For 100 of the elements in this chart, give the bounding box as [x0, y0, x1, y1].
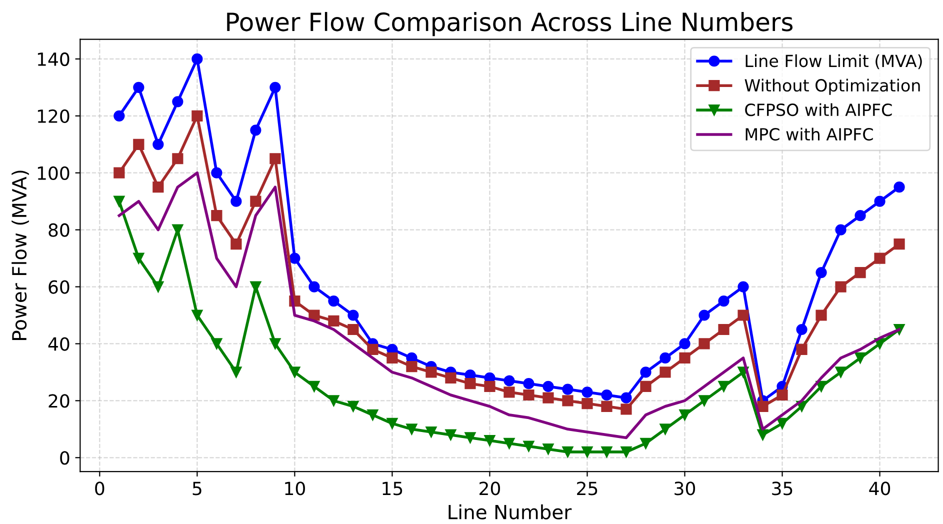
- x-tick-label: 20: [480, 482, 500, 496]
- point: [426, 426, 437, 438]
- point: [426, 366, 437, 378]
- x-tick-label: 15: [382, 482, 402, 496]
- point: [874, 196, 886, 207]
- point: [192, 310, 203, 321]
- point: [406, 360, 418, 372]
- point: [172, 153, 184, 164]
- point: [152, 281, 164, 292]
- point: [660, 424, 671, 435]
- point: [854, 352, 866, 364]
- point: [601, 446, 612, 458]
- point: [776, 389, 788, 401]
- point: [620, 392, 632, 404]
- point: [523, 378, 534, 390]
- legend-label: MPC with AIPFC: [746, 128, 873, 141]
- point: [348, 310, 359, 321]
- point: [874, 252, 886, 264]
- point: [757, 400, 768, 412]
- point: [270, 153, 281, 164]
- point: [328, 395, 340, 406]
- point: [562, 395, 574, 406]
- point: [854, 266, 866, 278]
- point: [582, 398, 593, 410]
- point: [270, 338, 281, 350]
- point: [620, 404, 632, 415]
- point: [367, 409, 378, 420]
- point: [464, 432, 476, 444]
- point: [367, 344, 378, 355]
- point: [211, 338, 222, 350]
- y-tick-label: 140: [38, 52, 70, 66]
- point: [562, 446, 574, 458]
- y-tick-label: 60: [48, 280, 70, 294]
- point: [816, 310, 827, 321]
- point: [230, 238, 242, 250]
- point: [601, 389, 612, 401]
- point: [796, 324, 808, 336]
- point: [172, 224, 184, 236]
- legend-label: Without Optimization: [744, 78, 920, 95]
- point: [445, 429, 456, 440]
- point: [894, 238, 905, 250]
- point: [640, 438, 652, 449]
- point: [270, 82, 281, 93]
- point: [348, 324, 359, 336]
- point: [211, 167, 222, 178]
- point: [504, 375, 515, 386]
- point: [542, 380, 554, 392]
- point: [640, 366, 652, 378]
- point: [308, 380, 320, 392]
- point: [776, 418, 788, 430]
- x-tick-label: 35: [772, 482, 792, 496]
- point: [679, 352, 690, 364]
- x-tick-label: 0: [95, 482, 104, 496]
- x-tick-label: 25: [577, 482, 598, 496]
- point: [796, 344, 808, 355]
- point: [523, 440, 534, 452]
- point: [757, 429, 768, 440]
- point: [504, 438, 515, 449]
- x-tick-label: 30: [674, 482, 696, 496]
- point: [406, 424, 418, 435]
- point: [718, 380, 730, 392]
- point: [328, 295, 340, 307]
- point: [698, 395, 710, 406]
- point: [484, 380, 496, 392]
- point: [250, 196, 262, 207]
- point: [308, 310, 320, 321]
- point: [698, 310, 710, 321]
- y-tick-label: 0: [60, 451, 70, 465]
- y-tick-label: 120: [38, 109, 70, 124]
- point: [601, 400, 612, 412]
- x-tick-label: 40: [869, 482, 890, 496]
- point: [192, 110, 203, 122]
- point: [250, 124, 262, 136]
- point: [835, 366, 846, 378]
- point: [562, 384, 574, 395]
- chart-title: Power Flow Comparison Across Line Numbers: [227, 12, 793, 36]
- point: [542, 444, 554, 455]
- point: [854, 210, 866, 222]
- x-axis-title: Line Number: [448, 504, 572, 520]
- point: [114, 196, 125, 207]
- point: [679, 409, 690, 420]
- y-tick-label: 40: [48, 337, 70, 351]
- point: [133, 138, 144, 150]
- point: [230, 366, 242, 378]
- point: [484, 435, 496, 446]
- legend-label: Line Flow Limit (MVA): [746, 54, 922, 70]
- point: [152, 138, 164, 150]
- point: [211, 210, 222, 222]
- point: [582, 446, 593, 458]
- point: [192, 53, 203, 65]
- point: [640, 380, 652, 392]
- point: [816, 380, 827, 392]
- point: [114, 110, 125, 122]
- y-axis-title: Power Flow (MVA): [12, 170, 29, 340]
- y-tick-label: 100: [38, 166, 70, 180]
- point: [172, 96, 184, 108]
- point: [523, 389, 534, 401]
- x-tick-label: 10: [285, 482, 305, 496]
- legend-label: CFPSO with AIPFC: [745, 103, 892, 116]
- point: [464, 378, 476, 390]
